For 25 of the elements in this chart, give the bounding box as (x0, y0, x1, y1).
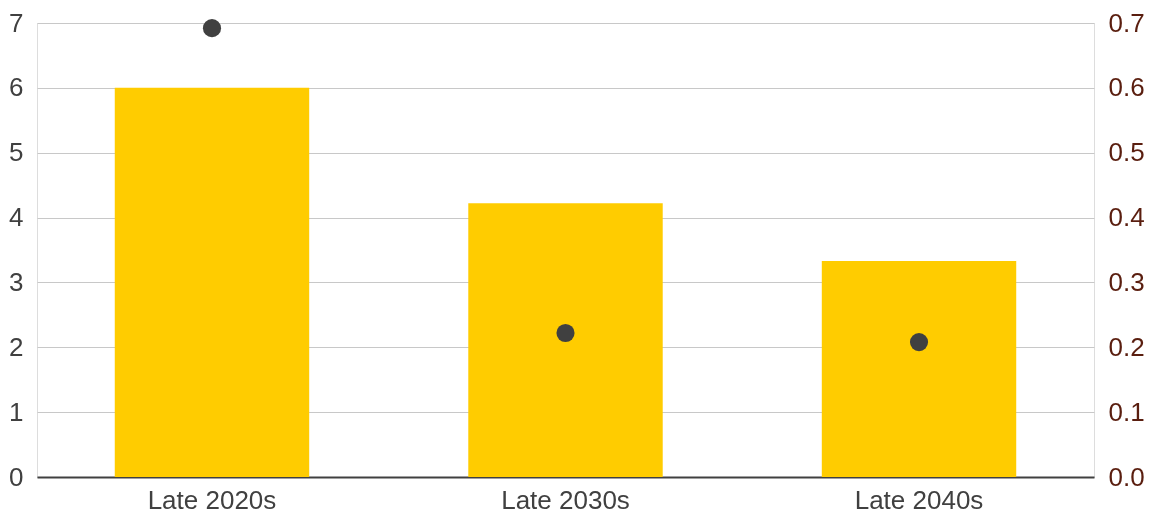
point (556, 323, 575, 343)
bar (114, 87, 310, 477)
y2-tick-label: 0.7 (1108, 7, 1145, 38)
y2-tick-label: 0.5 (1108, 137, 1145, 168)
bar (468, 203, 663, 477)
point (909, 333, 929, 352)
y-tick-label: 5 (9, 137, 24, 168)
x-tick-label: Late 2040s (854, 484, 984, 515)
bar (821, 261, 1017, 477)
y-tick-label: 3 (9, 266, 24, 297)
y2-tick-label: 0.1 (1108, 396, 1145, 427)
y2-tick-label: 0.4 (1108, 202, 1145, 233)
y-tick-label: 1 (9, 396, 24, 427)
point (202, 19, 222, 38)
y-tick-label: 7 (9, 7, 24, 38)
y-tick-label: 2 (9, 331, 24, 362)
x-tick-label: Late 2020s (147, 484, 277, 515)
y2-tick-label: 0.2 (1108, 331, 1145, 362)
y-tick-label: 0 (9, 461, 24, 492)
y2-tick-label: 0.3 (1108, 266, 1145, 297)
y-tick-label: 6 (9, 72, 24, 103)
y-tick-label: 4 (9, 202, 24, 233)
y2-tick-label: 0.6 (1108, 72, 1145, 103)
y2-tick-label: 0.0 (1108, 461, 1145, 492)
x-tick-label: Late 2030s (501, 484, 630, 515)
